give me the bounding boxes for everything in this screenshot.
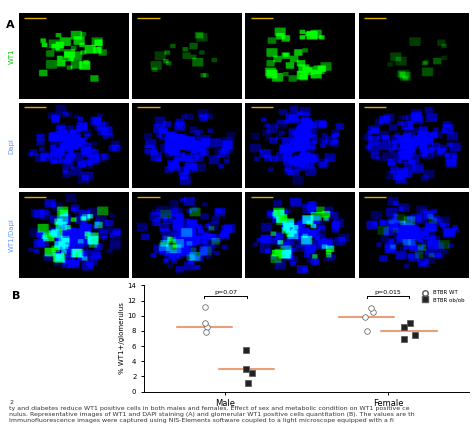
Text: Female BTBR ob/ob: Female BTBR ob/ob <box>377 16 451 25</box>
Text: Female BTBR WT: Female BTBR WT <box>268 16 333 25</box>
Text: Male BTBR WT: Male BTBR WT <box>46 16 101 25</box>
Text: B: B <box>12 291 20 301</box>
Text: p=0.015: p=0.015 <box>374 290 401 295</box>
Point <box>242 346 249 353</box>
Text: Dapi: Dapi <box>9 138 15 154</box>
Point <box>201 320 209 327</box>
Point <box>367 304 374 312</box>
Point <box>203 324 211 331</box>
Point <box>201 303 209 310</box>
Point <box>411 331 419 338</box>
Text: A: A <box>6 20 15 30</box>
Text: Male BTBR ob/ob: Male BTBR ob/ob <box>155 16 219 25</box>
Text: p=0.07: p=0.07 <box>214 290 237 295</box>
Point <box>400 324 407 331</box>
Point <box>406 320 414 327</box>
Text: WT1/Dapi: WT1/Dapi <box>9 219 15 253</box>
Point <box>364 327 371 334</box>
Point <box>400 335 408 342</box>
Text: 2
ty and diabetes reduce WT1 positive cells in both males and females. Effect of: 2 ty and diabetes reduce WT1 positive ce… <box>9 400 415 423</box>
Point <box>242 365 249 372</box>
Text: WT1: WT1 <box>9 48 15 64</box>
Legend: BTBR WT, BTBR ob/ob: BTBR WT, BTBR ob/ob <box>418 288 466 304</box>
Point <box>248 369 255 376</box>
Y-axis label: % WT1+/glomerulus: % WT1+/glomerulus <box>118 303 125 374</box>
Point <box>245 379 252 386</box>
Point <box>362 314 369 321</box>
Point <box>202 329 210 336</box>
Point <box>369 308 377 315</box>
